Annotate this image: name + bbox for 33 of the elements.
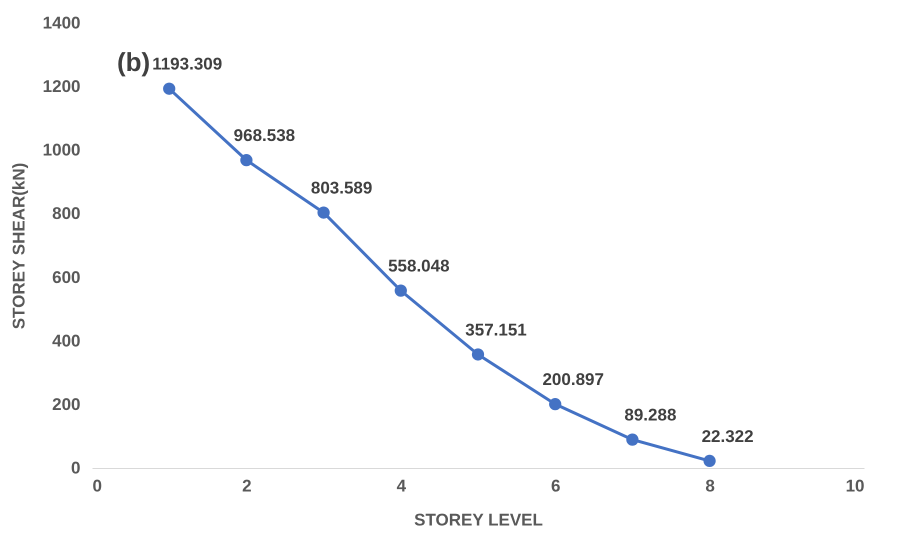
y-tick-label: 1400 bbox=[42, 14, 80, 32]
point bbox=[472, 348, 484, 361]
x-tick-label: 8 bbox=[705, 476, 715, 496]
point bbox=[703, 454, 716, 468]
y-tick-label: 600 bbox=[52, 268, 80, 287]
data-label: 558.048 bbox=[388, 256, 450, 276]
y-tick-label: 1000 bbox=[42, 140, 80, 160]
data-label: 357.151 bbox=[465, 320, 527, 340]
data-label: 200.897 bbox=[542, 370, 604, 390]
y-tick-label: 400 bbox=[52, 331, 80, 350]
point bbox=[549, 398, 562, 410]
point bbox=[317, 206, 330, 219]
x-tick-label: 6 bbox=[550, 476, 560, 496]
x-axis-title: STOREY LEVEL bbox=[414, 510, 543, 530]
x-tick-label: 4 bbox=[396, 476, 407, 496]
x-tick-label: 2 bbox=[242, 476, 252, 496]
point bbox=[394, 284, 407, 297]
data-label: 803.589 bbox=[310, 178, 372, 198]
data-label: 1193.309 bbox=[152, 54, 222, 74]
y-tick-label: 200 bbox=[52, 394, 80, 414]
data-label: 22.322 bbox=[702, 426, 754, 446]
point bbox=[626, 434, 639, 446]
x-tick-label: 10 bbox=[846, 476, 864, 496]
x-tick-label: 0 bbox=[92, 476, 102, 496]
y-tick-label: 800 bbox=[52, 204, 80, 224]
y-tick-label: 0 bbox=[71, 458, 80, 478]
point bbox=[240, 154, 253, 166]
annotation: (b) bbox=[117, 47, 150, 77]
y-tick-label: 1200 bbox=[42, 77, 80, 96]
y-axis-title: STOREY SHEAR(kN) bbox=[10, 162, 29, 330]
point bbox=[163, 82, 176, 95]
data-label: 89.288 bbox=[624, 406, 676, 425]
data-label: 968.538 bbox=[234, 126, 296, 146]
